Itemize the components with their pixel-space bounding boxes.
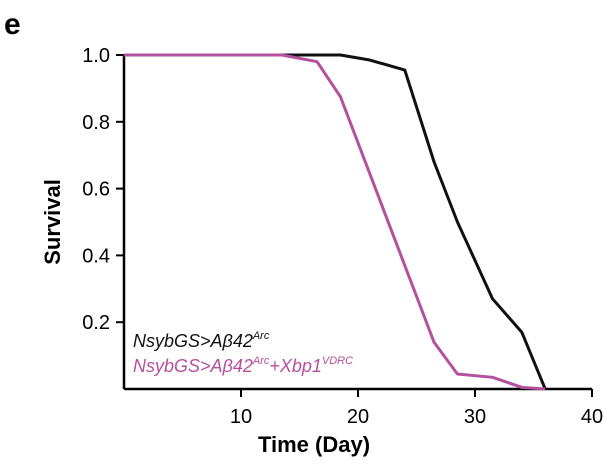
legend-treatment-sup2: VDRC	[322, 355, 353, 367]
legend-treatment-base: NsybGS>Aβ42	[133, 356, 253, 376]
series-line-0	[124, 53, 547, 390]
y-axis-title: Survival	[40, 179, 65, 265]
legend-entry-treatment: NsybGS>Aβ42Arc+Xbp1VDRC	[133, 355, 353, 376]
y-tick-label-1: 1.0	[82, 45, 110, 67]
series-layer	[124, 53, 547, 391]
y-tick-label-0.4: 0.4	[82, 245, 110, 267]
legend-treatment-mid: +Xbp1	[269, 356, 322, 376]
x-tick-label-40: 40	[581, 406, 603, 428]
y-tick-label-0.2: 0.2	[82, 312, 110, 334]
x-tick-label-30: 30	[464, 406, 486, 428]
legend-entry-control: NsybGS>Aβ42Arc	[133, 330, 270, 351]
series-line-1	[124, 53, 546, 391]
ticks: 10 20 30 40 0.2 0.4 0.6 0.8 1.0	[82, 45, 603, 428]
y-tick-label-0.8: 0.8	[82, 112, 110, 134]
x-tick-label-10: 10	[230, 406, 252, 428]
x-tick-label-20: 20	[347, 406, 369, 428]
legend-control-base: NsybGS>Aβ42	[133, 331, 253, 351]
legend-treatment-sup1: Arc	[252, 355, 270, 367]
y-tick-label-0.6: 0.6	[82, 179, 110, 201]
panel-label: e	[4, 8, 21, 41]
x-axis-title: Time (Day)	[258, 432, 370, 457]
legend: NsybGS>Aβ42Arc NsybGS>Aβ42Arc+Xbp1VDRC	[133, 330, 353, 376]
legend-control-sup: Arc	[252, 330, 270, 342]
